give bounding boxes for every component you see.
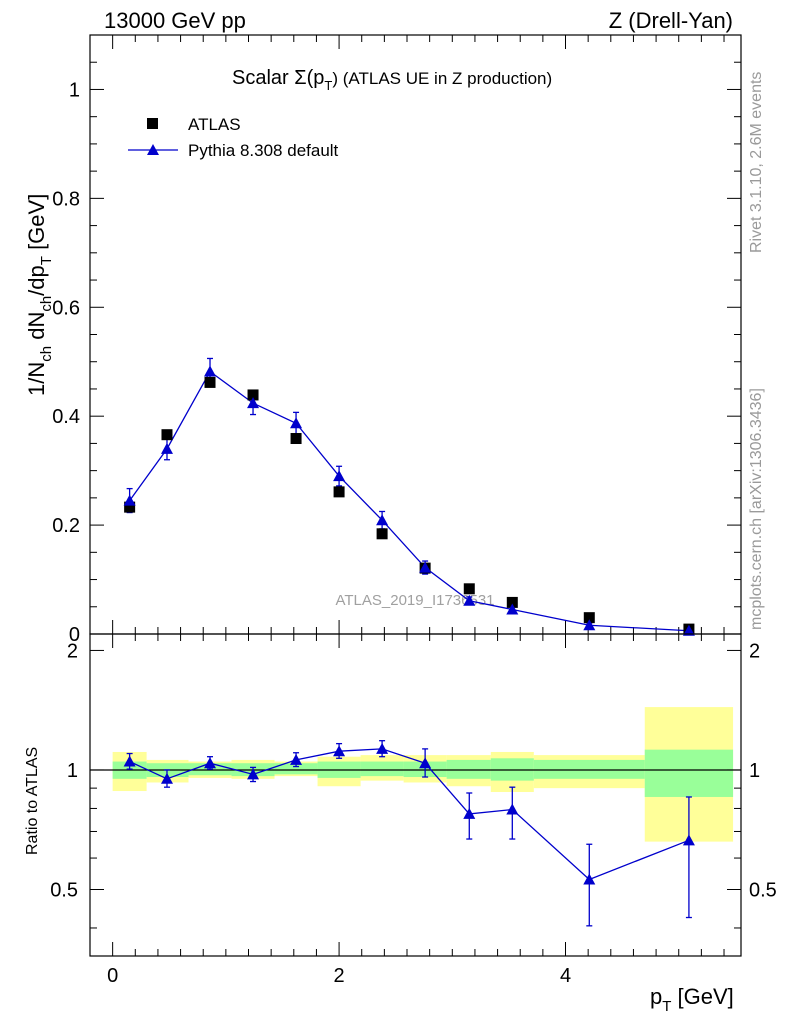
ratio-panel-frame — [89, 633, 742, 957]
x-axis-title: pT [GeV] — [650, 984, 734, 1015]
pythia-point — [123, 494, 136, 506]
atlas-point — [247, 389, 259, 401]
y-title-b: ch — [38, 346, 55, 362]
pythia-point — [376, 514, 389, 526]
pythia-point — [333, 470, 346, 482]
mcplots-label: mcplots.cern.ch [arXiv:1306.3436] — [748, 388, 765, 630]
ratio-point — [247, 768, 260, 780]
ratio-point — [333, 745, 346, 757]
pythia-point — [290, 417, 303, 429]
ratio-data — [123, 740, 695, 927]
ratio-band-green — [360, 761, 404, 777]
y-title-c: dN — [24, 312, 49, 346]
y-title-g: [GeV] — [24, 194, 49, 256]
ratio-point — [506, 803, 519, 815]
ratio-y-tick-label-right: 1 — [749, 760, 760, 782]
ratio-y-axis-title: Ratio to ATLAS — [24, 747, 41, 855]
pythia-point — [682, 624, 695, 636]
y-tick-label: 0.2 — [52, 515, 80, 537]
ratio-band-green — [644, 749, 734, 797]
header-left: 13000 GeV pp — [104, 8, 246, 33]
ratio-y-tick-label-right: 2 — [749, 640, 760, 662]
pythia-point — [463, 594, 476, 606]
atlas-point — [333, 486, 345, 498]
y-tick-label: 0.6 — [52, 297, 80, 319]
ratio-point — [290, 753, 303, 765]
main-panel: 0 0.2 0.4 0.6 0.8 1 ATLAS_2019_I1736531 Scala… — [52, 34, 742, 646]
main-panel-ticks: 0 0.2 0.4 0.6 0.8 1 — [52, 34, 741, 646]
y-tick-label: 1 — [69, 79, 80, 101]
y-axis-title-text: 1/Nch dNch/dpT [GeV] — [24, 194, 55, 396]
x-title-c: [GeV] — [671, 984, 733, 1009]
ratio-band-green — [274, 763, 318, 775]
chart-title: Scalar Σ(pT) (ATLAS UE in Z production) — [232, 67, 552, 93]
chart-title-suffix: ) (ATLAS UE in Z production) — [332, 69, 552, 88]
x-tick-label: 4 — [560, 965, 571, 987]
legend-marker-pythia — [147, 144, 159, 155]
atlas-point — [463, 583, 475, 595]
ratio-y-tick-label: 1 — [67, 760, 78, 782]
atlas-point — [506, 596, 518, 608]
y-axis-title: 1/Nch dNch/dpT [GeV] — [24, 194, 55, 396]
y-tick-label: 0.8 — [52, 188, 80, 210]
atlas-point — [161, 429, 173, 441]
x-title-b: T — [662, 998, 671, 1015]
chart-title-sub: T — [324, 78, 332, 93]
x-axis-title-text: pT [GeV] — [650, 984, 734, 1015]
pythia-point — [204, 365, 217, 377]
pythia-line — [129, 370, 689, 632]
ratio-point — [463, 807, 476, 819]
ratio-point — [682, 834, 695, 846]
ratio-y-tick-label-right: 0.5 — [749, 879, 777, 901]
x-tick-label: 0 — [107, 965, 118, 987]
y-title-f: T — [38, 256, 55, 265]
ratio-point — [204, 757, 217, 769]
y-title-e: /dp — [24, 265, 49, 296]
ratio-point — [376, 742, 389, 754]
ratio-point — [160, 772, 173, 784]
y-tick-label: 0 — [69, 624, 80, 646]
chart-title-prefix: Scalar — [232, 67, 294, 89]
legend-marker-atlas — [147, 118, 158, 129]
ratio-line — [129, 748, 690, 881]
atlas-point — [583, 612, 595, 624]
ratio-band-green — [533, 759, 645, 779]
chart-title-sigma: Σ(p — [294, 67, 324, 89]
pythia-point — [160, 442, 173, 454]
ratio-y-tick-label: 2 — [67, 640, 78, 662]
y-title-d: ch — [38, 296, 55, 312]
atlas-point — [290, 433, 302, 445]
atlas-point — [124, 501, 136, 513]
ratio-bands — [90, 707, 741, 842]
pythia-point — [583, 619, 596, 631]
ratio-band-green — [446, 759, 491, 779]
header-right: Z (Drell-Yan) — [609, 8, 733, 33]
rivet-label: Rivet 3.1.10, 2.6M events — [748, 72, 765, 253]
ratio-point — [123, 755, 136, 767]
ratio-panel: 0.5 0.5 1 1 2 2 0 2 4 — [50, 633, 777, 987]
legend: ATLAS Pythia 8.308 default — [128, 115, 339, 160]
x-tick-label: 2 — [334, 965, 345, 987]
ratio-y-tick-label: 0.5 — [50, 879, 78, 901]
main-panel-data — [123, 357, 695, 636]
pythia-point — [419, 561, 432, 573]
atlas-point — [376, 528, 388, 540]
ratio-panel-ticks: 0.5 0.5 1 1 2 2 0 2 4 — [50, 634, 777, 987]
x-title-a: p — [650, 984, 662, 1009]
legend-label-pythia: Pythia 8.308 default — [188, 141, 339, 160]
ratio-point — [419, 757, 432, 769]
y-title-a: 1/N — [24, 362, 49, 396]
legend-label-atlas: ATLAS — [188, 115, 241, 134]
pythia-point — [506, 603, 519, 615]
pythia-point — [247, 397, 260, 409]
y-tick-label: 0.4 — [52, 406, 80, 428]
ratio-point — [583, 873, 596, 885]
watermark: ATLAS_2019_I1736531 — [335, 592, 494, 609]
atlas-point — [204, 376, 216, 388]
